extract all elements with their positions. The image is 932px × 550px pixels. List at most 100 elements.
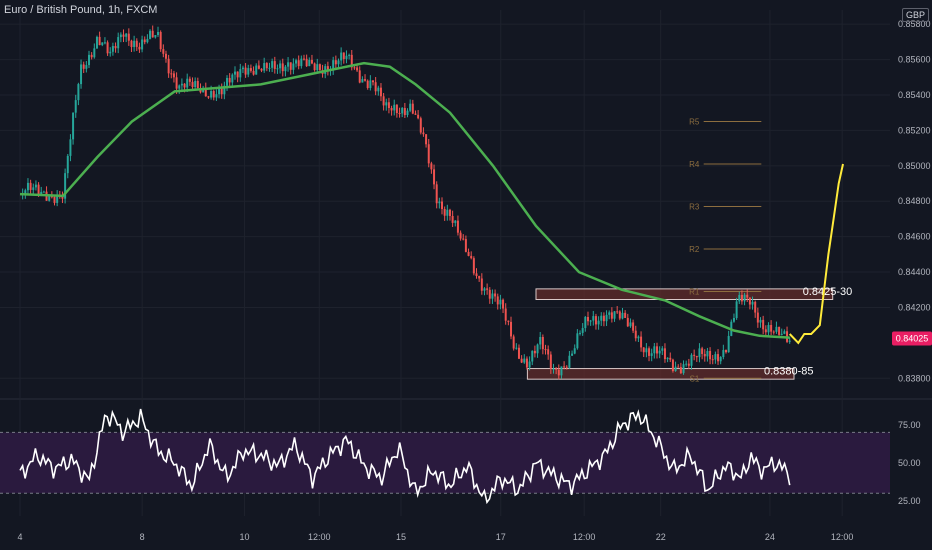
pivot-label: R1: [689, 288, 700, 297]
candle-body: [571, 353, 574, 356]
candle-body: [725, 350, 728, 353]
candle-body: [93, 48, 96, 58]
candle-body: [653, 346, 656, 354]
candle-body: [491, 293, 494, 299]
candle-body: [592, 316, 595, 321]
candle-body: [443, 209, 446, 216]
candle-body: [581, 328, 584, 333]
candle-body: [215, 94, 218, 98]
candle-body: [597, 320, 600, 325]
candle-body: [69, 139, 72, 156]
candle-body: [390, 108, 393, 111]
price-tick-label: 0.84200: [898, 302, 931, 312]
candle-body: [624, 312, 627, 318]
candle-body: [101, 42, 104, 46]
candle-body: [650, 353, 653, 356]
price-tick-label: 0.85200: [898, 125, 931, 135]
candle-body: [531, 350, 534, 362]
time-tick-label: 8: [140, 532, 145, 542]
candle-body: [775, 326, 778, 332]
currency-badge[interactable]: GBP: [902, 8, 930, 22]
candle-body: [515, 347, 518, 349]
time-tick-label: 10: [239, 532, 249, 542]
candle-body: [634, 330, 637, 339]
candle-body: [369, 80, 372, 88]
candle-body: [353, 67, 356, 69]
sr-zone-label: 0.8380-85: [764, 366, 814, 378]
candle-body: [687, 363, 690, 366]
candle-body: [226, 77, 229, 86]
candle-body: [255, 65, 258, 75]
candle-body: [377, 87, 380, 92]
candle-body: [486, 288, 489, 290]
candle-body: [239, 69, 242, 78]
candle-body: [565, 366, 568, 368]
candle-body: [40, 191, 43, 195]
pivot-label: R3: [689, 203, 700, 212]
candle-body: [732, 317, 735, 322]
candle-body: [135, 40, 138, 47]
candle-body: [122, 34, 125, 37]
price-tick-label: 0.84400: [898, 267, 931, 277]
candle-body: [693, 354, 696, 356]
candle-body: [451, 215, 454, 223]
candle-body: [430, 163, 433, 170]
candle-body: [284, 66, 287, 72]
candle-body: [141, 39, 144, 50]
candle-body: [316, 64, 319, 71]
candle-body: [709, 350, 712, 360]
candle-body: [682, 364, 685, 374]
candle-body: [138, 46, 141, 50]
candle-body: [265, 63, 268, 69]
candle-body: [661, 348, 664, 351]
sr-zone: [535, 288, 834, 301]
candle-body: [743, 294, 746, 302]
ema-line: [19, 61, 790, 339]
candle-body: [563, 366, 566, 368]
candle-body: [764, 329, 767, 333]
candle-body: [130, 40, 133, 48]
candle-body: [679, 367, 682, 374]
candle-body: [236, 71, 239, 78]
candle-body: [257, 65, 260, 69]
last-price-label: 0.84025: [896, 333, 929, 343]
candle-body: [393, 104, 396, 111]
candle-body: [520, 358, 523, 363]
axis-layer: 0.85800 0.85600 0.85400 0.85200 0.85000 0.848…: [17, 19, 932, 542]
candle-body: [345, 55, 348, 59]
pivot-label: S1: [690, 374, 700, 383]
candle-body: [767, 324, 770, 333]
candle-body: [302, 58, 305, 60]
candle-body: [188, 78, 191, 82]
candle-body: [746, 294, 749, 298]
candle-body: [72, 112, 75, 140]
candle-body: [740, 294, 743, 302]
candle-body: [706, 350, 709, 357]
candle-body: [417, 114, 420, 119]
candle-body: [326, 66, 329, 71]
candle-body: [178, 85, 181, 89]
candle-body: [167, 58, 170, 74]
candle-body: [778, 326, 781, 335]
candle-body: [701, 348, 704, 354]
time-tick-label: 22: [656, 532, 666, 542]
pivot-label: R5: [689, 118, 700, 127]
candle-body: [640, 336, 643, 348]
candle-body: [756, 312, 759, 323]
candle-body: [387, 102, 390, 109]
candle-body: [361, 79, 364, 83]
candle-body: [159, 31, 162, 50]
candle-body: [464, 239, 467, 252]
candle-body: [602, 315, 605, 322]
candle-body: [196, 80, 199, 89]
candle-body: [533, 350, 536, 354]
time-tick-label: 4: [17, 532, 22, 542]
projection-line: [788, 163, 844, 345]
candle-body: [459, 232, 462, 239]
time-tick-label: 24: [765, 532, 775, 542]
candle-body: [64, 173, 67, 199]
candle-body: [555, 368, 558, 370]
candle-body: [297, 60, 300, 67]
candle-body: [788, 340, 791, 342]
